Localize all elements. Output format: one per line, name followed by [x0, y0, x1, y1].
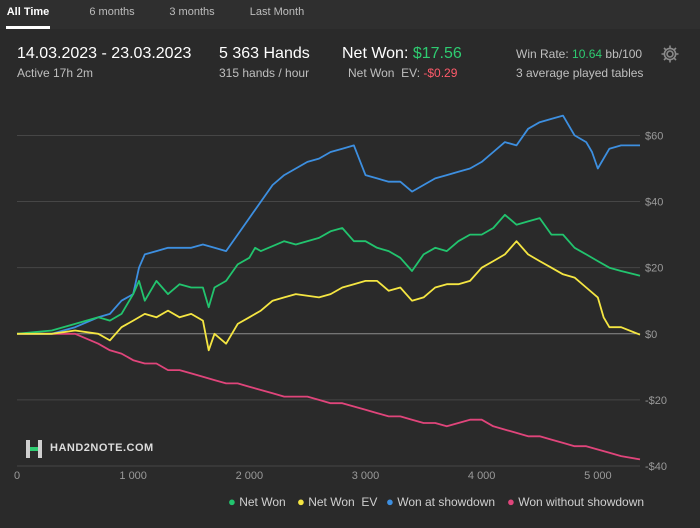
profit-chart: $60 $40 $20 $0 -$20 -$40 0 1 000 2 000 3 000 4 00…: [14, 114, 667, 482]
period-tabs: All Time 6 months 3 months Last Month: [0, 0, 700, 29]
date-range: 14.03.2023 - 23.03.2023: [17, 45, 192, 62]
net-won-ev: Net Won EV: -$0.29: [348, 66, 457, 80]
win-rate: Win Rate: 10.64 bb/100: [516, 47, 642, 61]
legend-dot-icon: ●: [228, 494, 236, 509]
hands-rate: 315 hands / hour: [219, 66, 310, 80]
legend-net-won-ev[interactable]: ● Net Won EV: [297, 494, 377, 509]
tab-3-months[interactable]: 3 months: [169, 6, 215, 18]
legend-label: Net Won: [239, 495, 286, 509]
y-tick-label: $60: [645, 130, 663, 142]
chart-grid: [17, 134, 640, 467]
x-tick-label: 3 000: [352, 470, 380, 482]
x-tick-label: 1 000: [119, 470, 147, 482]
series-line-won-without-showdown: [17, 332, 641, 461]
series-line-net-won: [16, 213, 641, 335]
x-axis: 0 1 000 2 000 3 000 4 000 5 000: [14, 470, 612, 482]
legend-won-at-showdown[interactable]: ● Won at showdown: [386, 494, 495, 509]
win-rate-label: Win Rate:: [516, 47, 569, 61]
y-axis: $60 $40 $20 $0 -$20 -$40: [645, 130, 667, 473]
logo-text: HAND2NOTE.COM: [50, 442, 154, 454]
tab-6-months[interactable]: 6 months: [89, 6, 135, 18]
legend-won-without-showdown[interactable]: ● Won without showdown: [507, 494, 644, 509]
x-tick-label: 5 000: [584, 470, 612, 482]
net-won-label: Net Won:: [342, 45, 409, 62]
chart-series: [16, 114, 641, 461]
stats-summary: 14.03.2023 - 23.03.2023 Active 17h 2m 5 …: [0, 29, 700, 95]
net-won: Net Won: $17.56: [342, 45, 462, 63]
legend-dot-icon: ●: [297, 494, 305, 509]
legend-label: Net Won EV: [308, 495, 378, 509]
series-line-net-won-ev: [17, 240, 641, 352]
legend-label: Won at showdown: [397, 495, 496, 509]
win-rate-unit: bb/100: [605, 47, 643, 61]
y-tick-label: -$20: [645, 395, 667, 407]
gear-icon[interactable]: [660, 44, 680, 64]
win-rate-value: 10.64: [572, 47, 603, 61]
net-won-ev-value: -$0.29: [423, 66, 458, 80]
y-tick-label: -$40: [645, 461, 667, 473]
x-tick-label: 2 000: [236, 470, 264, 482]
legend-net-won[interactable]: ● Net Won: [228, 494, 286, 509]
hands-count: 5 363 Hands: [219, 45, 310, 62]
tab-last-month[interactable]: Last Month: [249, 6, 305, 18]
legend-label: Won without showdown: [518, 495, 645, 509]
active-time: Active 17h 2m: [17, 66, 94, 80]
h2n-logo: HAND2NOTE.COM: [24, 438, 153, 460]
x-tick-label: 0: [14, 470, 20, 482]
series-line-won-at-showdown: [17, 114, 640, 335]
legend-dot-icon: ●: [507, 494, 515, 509]
net-won-ev-label: Net Won EV:: [348, 66, 421, 80]
legend-dot-icon: ●: [386, 494, 394, 509]
tab-all-time[interactable]: All Time: [6, 0, 50, 29]
average-tables: 3 average played tables: [516, 66, 644, 80]
y-tick-label: $0: [645, 329, 657, 341]
x-tick-label: 4 000: [468, 470, 496, 482]
y-tick-label: $40: [645, 197, 663, 209]
h2n-logo-icon: [26, 440, 42, 458]
net-won-value: $17.56: [412, 45, 462, 62]
y-tick-label: $20: [645, 263, 663, 275]
